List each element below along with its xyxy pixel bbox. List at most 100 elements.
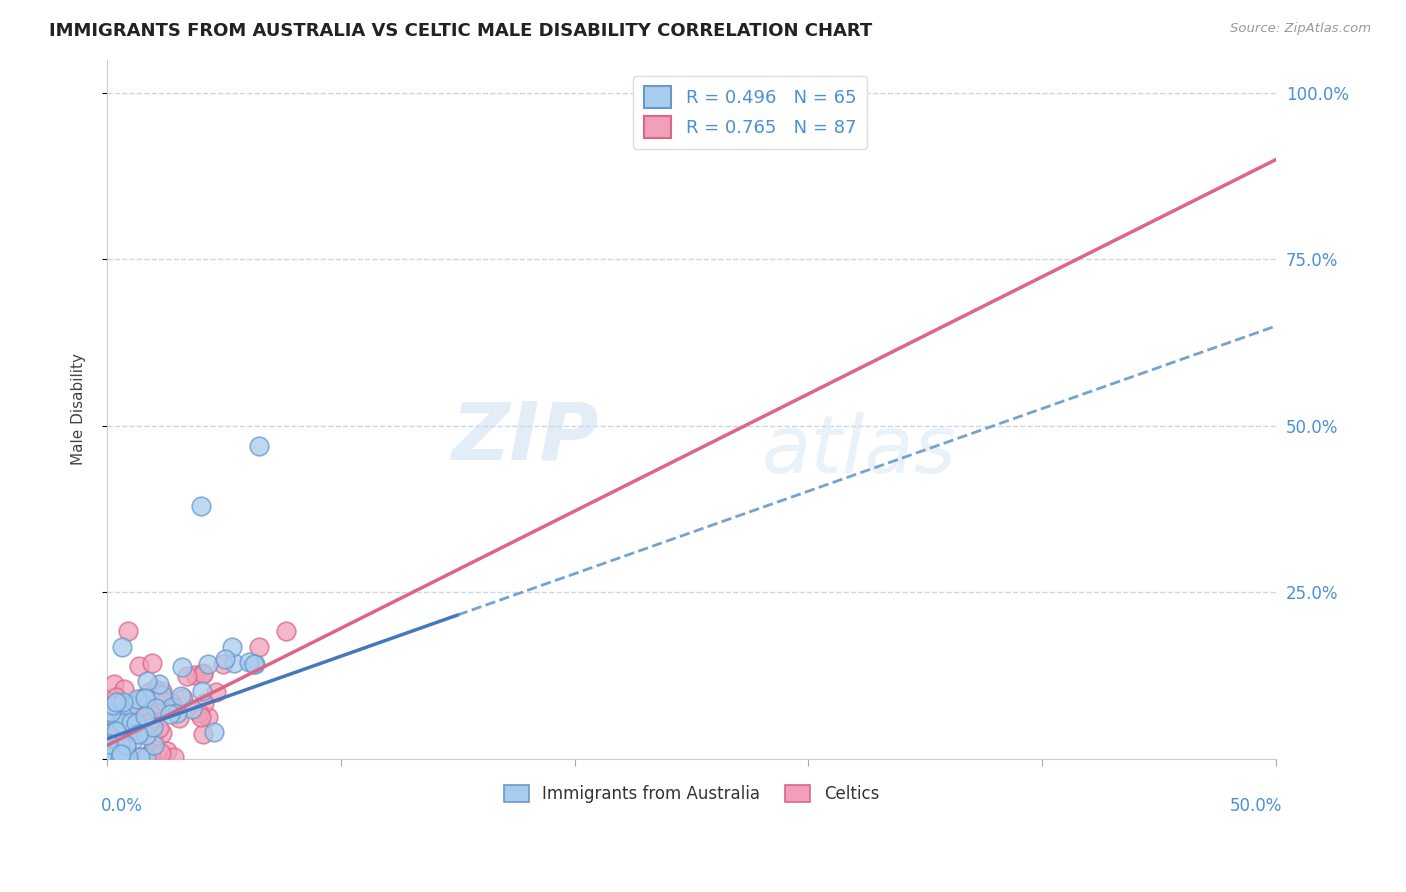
Point xyxy=(138,710,160,724)
Point xyxy=(98,728,121,742)
Point xyxy=(148,721,170,735)
Point xyxy=(127,691,149,706)
Text: 0.0%: 0.0% xyxy=(101,797,143,815)
Point xyxy=(156,744,179,758)
Point xyxy=(191,683,214,698)
Text: 50.0%: 50.0% xyxy=(1230,797,1282,815)
Point xyxy=(112,728,135,742)
Point xyxy=(172,660,194,674)
Point xyxy=(98,750,121,764)
Point xyxy=(191,665,214,680)
Point xyxy=(143,682,166,697)
Point xyxy=(247,640,270,654)
Point xyxy=(131,690,153,705)
Point xyxy=(222,656,245,670)
Point xyxy=(167,711,190,725)
Point xyxy=(139,699,162,714)
Point xyxy=(138,716,160,731)
Legend: Immigrants from Australia, Celtics: Immigrants from Australia, Celtics xyxy=(498,779,886,810)
Point xyxy=(190,499,212,513)
Point xyxy=(115,750,138,764)
Point xyxy=(103,725,125,739)
Point xyxy=(214,652,236,666)
Point xyxy=(108,750,131,764)
Point xyxy=(150,684,173,698)
Point xyxy=(105,690,128,704)
Point xyxy=(110,747,132,762)
Point xyxy=(190,710,212,724)
Point xyxy=(135,750,157,764)
Point xyxy=(110,731,132,745)
Point xyxy=(193,666,215,681)
Point xyxy=(134,690,156,705)
Point xyxy=(98,750,121,764)
Point xyxy=(142,739,165,753)
Point xyxy=(104,711,127,725)
Point xyxy=(129,706,152,720)
Point xyxy=(107,733,129,747)
Point xyxy=(103,740,125,755)
Point xyxy=(105,750,128,764)
Point xyxy=(107,749,129,764)
Point xyxy=(202,725,225,739)
Point xyxy=(197,710,219,724)
Point xyxy=(143,734,166,748)
Point xyxy=(184,668,207,682)
Point xyxy=(132,724,155,739)
Point xyxy=(98,732,121,747)
Point xyxy=(141,657,163,671)
Point xyxy=(145,701,167,715)
Point xyxy=(100,750,122,764)
Point xyxy=(100,718,122,732)
Point xyxy=(180,702,202,716)
Point xyxy=(112,750,135,764)
Text: IMMIGRANTS FROM AUSTRALIA VS CELTIC MALE DISABILITY CORRELATION CHART: IMMIGRANTS FROM AUSTRALIA VS CELTIC MALE… xyxy=(49,22,873,40)
Point xyxy=(110,708,132,723)
Point xyxy=(117,750,139,764)
Point xyxy=(117,706,139,720)
Point xyxy=(121,733,143,747)
Point xyxy=(114,727,136,741)
Point xyxy=(172,691,194,706)
Point xyxy=(274,624,297,639)
Point xyxy=(138,685,160,699)
Point xyxy=(148,676,170,690)
Point xyxy=(139,713,162,727)
Point xyxy=(98,742,121,756)
Text: atlas: atlas xyxy=(762,412,956,490)
Point xyxy=(127,721,149,735)
Point xyxy=(103,705,125,719)
Point xyxy=(142,720,165,734)
Point xyxy=(160,699,183,714)
Point xyxy=(135,728,157,742)
Point xyxy=(98,737,121,751)
Point xyxy=(115,740,138,755)
Point xyxy=(138,747,160,762)
Point xyxy=(110,750,132,764)
Point xyxy=(141,747,163,761)
Point xyxy=(212,657,235,671)
Point xyxy=(107,744,129,758)
Point xyxy=(114,703,136,717)
Point xyxy=(107,750,129,764)
Point xyxy=(112,681,135,696)
Point xyxy=(193,696,215,710)
Point xyxy=(176,668,198,682)
Point xyxy=(191,727,214,741)
Point xyxy=(153,695,176,709)
Point xyxy=(111,695,134,709)
Point xyxy=(134,702,156,716)
Point xyxy=(104,750,127,764)
Point xyxy=(100,750,122,764)
Point xyxy=(115,750,138,764)
Point xyxy=(141,745,163,759)
Point xyxy=(101,698,124,713)
Point xyxy=(129,717,152,731)
Point xyxy=(114,750,136,764)
Y-axis label: Male Disability: Male Disability xyxy=(72,353,86,466)
Point xyxy=(120,698,142,712)
Point xyxy=(247,439,270,453)
Point xyxy=(134,708,156,723)
Point xyxy=(135,673,157,688)
Point xyxy=(117,624,139,639)
